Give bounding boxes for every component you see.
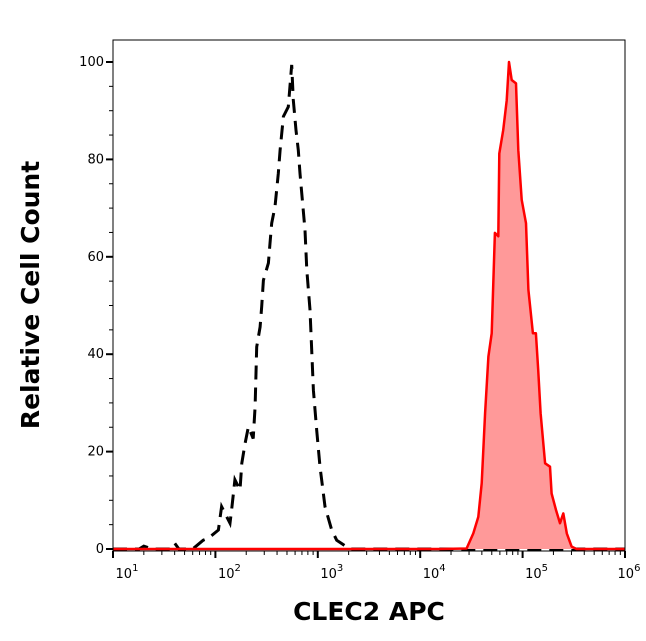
series-fill-1 bbox=[113, 62, 625, 549]
x-axis-title: CLEC2 APC bbox=[293, 597, 445, 626]
x-tick-label: 106 bbox=[618, 563, 641, 582]
x-tick-exponent: 1 bbox=[132, 563, 138, 574]
x-tick-base: 10 bbox=[116, 567, 133, 582]
x-tick-exponent: 3 bbox=[337, 563, 343, 574]
x-tick-base: 10 bbox=[423, 567, 440, 582]
x-tick-base: 10 bbox=[618, 567, 635, 582]
x-tick-exponent: 2 bbox=[234, 563, 240, 574]
x-tick-label: 103 bbox=[320, 563, 343, 582]
series-line-0 bbox=[113, 64, 625, 551]
y-tick-label: 60 bbox=[87, 250, 104, 265]
x-tick-exponent: 4 bbox=[439, 563, 445, 574]
x-tick-exponent: 6 bbox=[634, 563, 640, 574]
x-tick-label: 101 bbox=[116, 563, 139, 582]
x-tick-label: 105 bbox=[525, 563, 548, 582]
y-tick-label: 100 bbox=[79, 55, 104, 70]
y-tick-label: 0 bbox=[96, 542, 104, 557]
x-tick-base: 10 bbox=[218, 567, 235, 582]
x-axis: 101 102 103 104 105 106 bbox=[112, 551, 641, 582]
x-tick-label: 102 bbox=[218, 563, 241, 582]
x-tick-label: 104 bbox=[423, 563, 446, 582]
y-tick-label: 40 bbox=[87, 347, 104, 362]
x-tick-base: 10 bbox=[320, 567, 337, 582]
y-tick-label: 80 bbox=[87, 152, 104, 167]
x-tick-exponent: 5 bbox=[542, 563, 548, 574]
plot-frame bbox=[112, 39, 626, 552]
x-tick-base: 10 bbox=[525, 567, 542, 582]
y-tick-label: 20 bbox=[87, 445, 104, 460]
series-line-1 bbox=[113, 60, 625, 551]
y-axis-title: Relative Cell Count bbox=[16, 161, 45, 429]
series-layer bbox=[113, 60, 625, 551]
y-axis: 0 20 40 60 80 100 bbox=[79, 55, 113, 557]
